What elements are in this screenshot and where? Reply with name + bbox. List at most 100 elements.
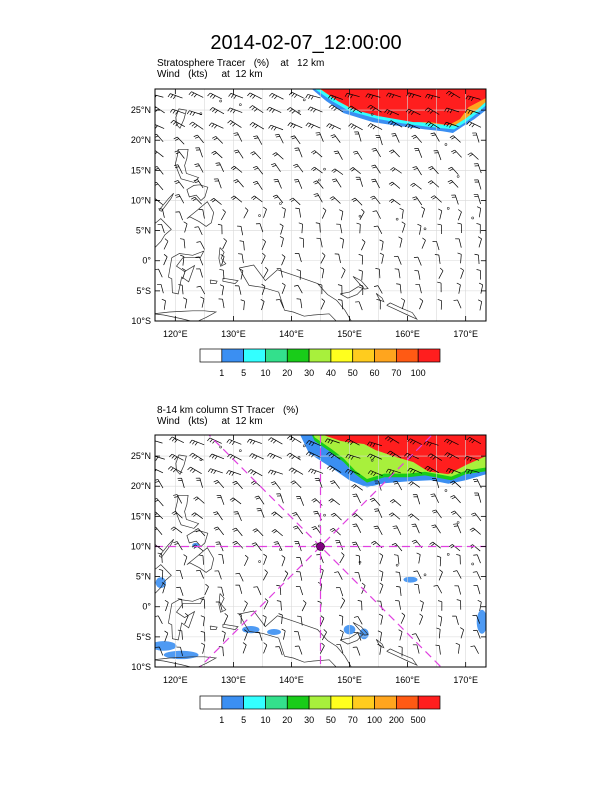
p2-wind-barb (296, 496, 304, 506)
p2-coastline (340, 632, 364, 645)
p1-wind-barb (181, 267, 186, 280)
p1-island (446, 207, 450, 210)
p2-wind-barb (367, 453, 382, 460)
p2-wind-barb (433, 584, 443, 594)
p1-wind-barb (457, 252, 462, 264)
p2-wind-barb (292, 512, 302, 522)
p1-wind-barb (286, 107, 302, 116)
p2-wind-barb (217, 586, 224, 597)
p1-wind-barb (355, 176, 363, 187)
p1-wind-barb (387, 120, 403, 128)
p1-wind-barb (451, 194, 459, 205)
p2-plot-area (155, 435, 486, 667)
p1-wind-barb (198, 209, 205, 219)
p1-wind-barb (437, 299, 442, 310)
p2-tracer-blob (267, 629, 282, 636)
p2-island (239, 449, 242, 452)
p2-coastline (218, 593, 227, 613)
p1-wind-barb (305, 122, 321, 129)
p2-wind-barb (317, 582, 323, 593)
p1-wind-barb (339, 237, 344, 249)
p1-wind-barb (451, 149, 462, 158)
p2-wind-barb (339, 552, 345, 564)
p2-wind-barb (316, 554, 324, 564)
p2-wind-barb (407, 467, 423, 474)
p1-wind-barb (253, 135, 263, 145)
p1-wind-barb (195, 147, 203, 158)
p2-wind-barb (244, 629, 248, 641)
p1-x-tick-label: 170°E (453, 329, 478, 339)
p1-wind-barb (396, 283, 402, 294)
p1-wind-barb (472, 132, 480, 143)
p2-wind-barb (450, 495, 461, 504)
p1-coastline (155, 218, 172, 248)
p1-colorbar-label: 60 (370, 368, 380, 378)
p2-wind-barb (214, 570, 222, 580)
p1-wind-barb (273, 178, 282, 189)
p2-wind-barb (345, 438, 360, 446)
p1-wind-barb (186, 110, 202, 116)
p1-wind-barb (430, 195, 442, 203)
p1-plot-frame (154, 88, 487, 322)
p1-wind-barb (250, 151, 262, 160)
p2-wind-barb (392, 480, 403, 491)
p1-y-tick-label: 25°N (131, 105, 151, 115)
p1-wind-barb (174, 180, 185, 189)
p1-wind-barb (373, 285, 383, 294)
p2-wind-barb (263, 598, 269, 610)
p1-island (370, 113, 374, 116)
p2-coastline (175, 454, 187, 475)
p2-wind-barb (351, 541, 361, 552)
p2-wind-barb (400, 612, 406, 624)
p1-wind-barb (196, 268, 203, 278)
p1-wind-barb (237, 225, 244, 236)
p2-wind-barb (339, 629, 344, 641)
p2-wind-barb (437, 615, 443, 627)
p2-wind-barb (158, 568, 164, 580)
p1-wind-barb (331, 178, 342, 188)
p1-coastline (168, 250, 205, 295)
p1-wind-barb (209, 107, 225, 115)
p1-wind-barb (351, 197, 363, 206)
p2-tracer-blob (403, 576, 418, 583)
p2-wind-barb (377, 643, 382, 655)
p1-wind-barb (406, 92, 422, 99)
p1-wind-barb (473, 163, 482, 174)
p2-wind-barb (367, 441, 383, 448)
p2-wind-barb (157, 552, 163, 563)
p2-wind-barb (396, 586, 402, 596)
p2-wind-barb (398, 645, 403, 657)
p2-wind-barb (464, 468, 480, 475)
p1-coastline (386, 302, 418, 321)
p1-wind-barb (174, 164, 183, 174)
p1-wind-barb (157, 284, 164, 294)
p1-wind-barb (414, 148, 423, 158)
p2-wind-barb (226, 439, 242, 446)
p2-wind-barb (340, 597, 346, 609)
p1-island (302, 98, 306, 102)
p2-wind-barb (321, 629, 327, 641)
p2-island (446, 553, 450, 556)
p1-wind-barb (328, 104, 344, 113)
p2-wind-barb (169, 453, 184, 461)
panel2-subtitle-wind: Wind (kts) at 12 km (157, 416, 263, 427)
p1-wind-barb (252, 181, 263, 190)
p2-wind-barb (232, 480, 243, 490)
p2-y-tick-label: 20°N (131, 481, 151, 491)
p1-wind-barb (457, 209, 462, 221)
p2-wind-barb (338, 614, 344, 626)
p2-wind-barb (404, 452, 419, 460)
p2-wind-barb (223, 613, 229, 625)
p1-wind-barb (155, 124, 165, 129)
p1-wind-barb (375, 268, 381, 279)
p1-wind-barb (367, 123, 383, 130)
p2-wind-barb (427, 453, 442, 461)
p2-y-tick-label: 10°N (131, 541, 151, 551)
p1-wind-barb (155, 94, 164, 99)
p2-wind-barb (268, 437, 283, 445)
p2-wind-barb (176, 586, 184, 596)
p1-wind-barb (183, 297, 188, 309)
p1-wind-barb (338, 299, 344, 310)
p1-y-tick-label: 0° (142, 256, 151, 266)
p1-wind-barb (466, 121, 482, 128)
